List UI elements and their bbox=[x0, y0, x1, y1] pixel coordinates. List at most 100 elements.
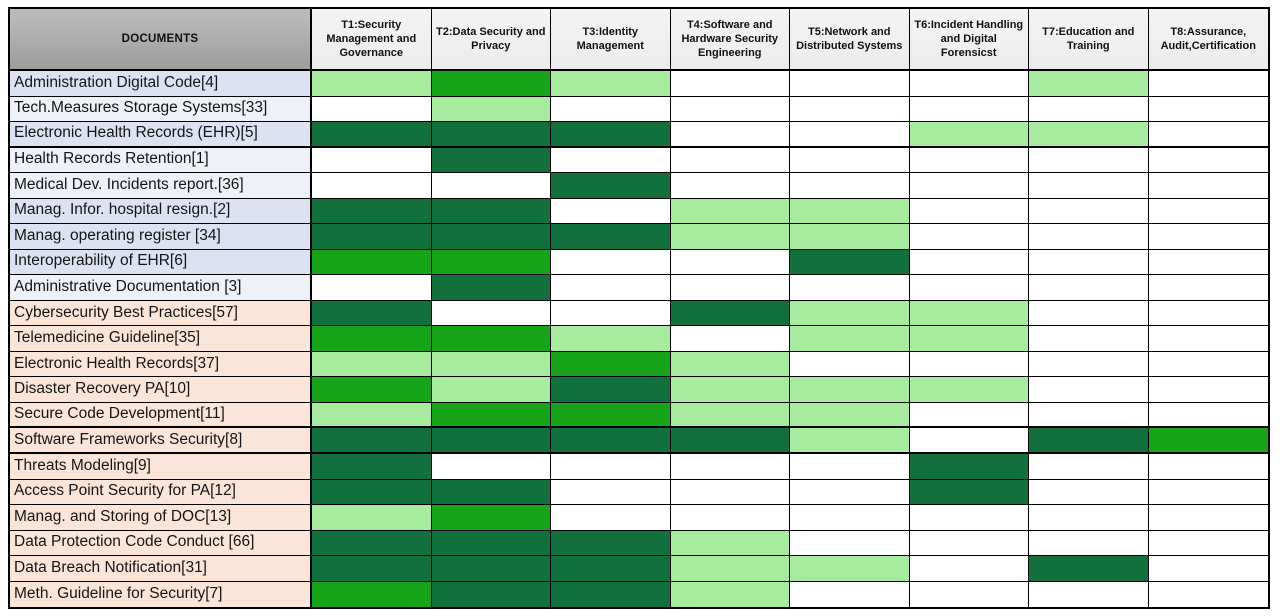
matrix-cell bbox=[312, 224, 432, 250]
matrix-cell bbox=[670, 453, 790, 480]
matrix-cell bbox=[790, 377, 910, 403]
matrix-cell bbox=[1029, 556, 1149, 582]
matrix-cell bbox=[312, 479, 432, 506]
matrix-cell bbox=[1029, 402, 1149, 429]
matrix-cell bbox=[909, 173, 1029, 199]
matrix-cell bbox=[312, 275, 432, 301]
row-label: Data Breach Notification[31] bbox=[10, 556, 312, 582]
matrix-cell bbox=[312, 173, 432, 199]
matrix-cell bbox=[1148, 479, 1268, 506]
document-topic-matrix: DOCUMENTS T1:Security Management and Gov… bbox=[8, 7, 1270, 609]
matrix-cell bbox=[1029, 147, 1149, 174]
table-row: Electronic Health Records (EHR)[5] bbox=[10, 122, 1268, 148]
matrix-cell bbox=[1148, 428, 1268, 454]
matrix-cell bbox=[551, 505, 671, 531]
matrix-cell bbox=[909, 351, 1029, 378]
topic-header-t3: T3:Identity Management bbox=[551, 9, 671, 69]
row-label: Manag. and Storing of DOC[13] bbox=[10, 505, 312, 531]
matrix-cell bbox=[312, 505, 432, 531]
matrix-cell bbox=[670, 122, 790, 148]
matrix-cell bbox=[431, 96, 551, 123]
matrix-cell bbox=[312, 453, 432, 480]
matrix-cell bbox=[312, 198, 432, 225]
matrix-cell bbox=[790, 71, 910, 97]
table-row: Tech.Measures Storage Systems[33] bbox=[10, 96, 1268, 123]
matrix-cell bbox=[551, 402, 671, 429]
topic-header-t4: T4:Software and Hardware Security Engine… bbox=[670, 9, 790, 69]
table-row: Threats Modeling[9] bbox=[10, 453, 1268, 480]
matrix-cell bbox=[431, 71, 551, 97]
row-label: Administration Digital Code[4] bbox=[10, 71, 312, 97]
matrix-cell bbox=[431, 351, 551, 378]
table-row: Administration Digital Code[4] bbox=[10, 71, 1268, 97]
matrix-cell bbox=[1148, 351, 1268, 378]
matrix-cell bbox=[909, 122, 1029, 148]
matrix-cell bbox=[312, 402, 432, 429]
matrix-cell bbox=[1029, 173, 1149, 199]
matrix-cell bbox=[551, 453, 671, 480]
row-label: Secure Code Development[11] bbox=[10, 402, 312, 429]
matrix-cell bbox=[1148, 402, 1268, 429]
row-label: Electronic Health Records (EHR)[5] bbox=[10, 122, 312, 148]
matrix-cell bbox=[1148, 300, 1268, 327]
matrix-cell bbox=[670, 96, 790, 123]
row-label: Tech.Measures Storage Systems[33] bbox=[10, 96, 312, 123]
row-label: Manag. Infor. hospital resign.[2] bbox=[10, 198, 312, 225]
matrix-cell bbox=[909, 377, 1029, 403]
matrix-cell bbox=[670, 479, 790, 506]
matrix-cell bbox=[1029, 581, 1149, 608]
matrix-cell bbox=[1029, 122, 1149, 148]
row-label: Data Protection Code Conduct [66] bbox=[10, 530, 312, 557]
table-row: Data Breach Notification[31] bbox=[10, 556, 1268, 582]
matrix-cell bbox=[790, 224, 910, 250]
matrix-cell bbox=[1029, 249, 1149, 276]
matrix-cell bbox=[431, 453, 551, 480]
matrix-cell bbox=[431, 377, 551, 403]
row-label: Administrative Documentation [3] bbox=[10, 275, 312, 301]
matrix-cell bbox=[670, 173, 790, 199]
matrix-cell bbox=[1148, 71, 1268, 97]
matrix-cell bbox=[1148, 530, 1268, 557]
matrix-cell bbox=[670, 377, 790, 403]
matrix-cell bbox=[431, 530, 551, 557]
matrix-cell bbox=[312, 556, 432, 582]
matrix-cell bbox=[1148, 198, 1268, 225]
matrix-cell bbox=[431, 326, 551, 352]
table-row: Electronic Health Records[37] bbox=[10, 351, 1268, 378]
matrix-cell bbox=[790, 275, 910, 301]
matrix-cell bbox=[790, 453, 910, 480]
matrix-cell bbox=[431, 581, 551, 608]
matrix-cell bbox=[312, 428, 432, 454]
matrix-cell bbox=[790, 198, 910, 225]
row-label: Threats Modeling[9] bbox=[10, 453, 312, 480]
matrix-cell bbox=[790, 556, 910, 582]
matrix-cell bbox=[1148, 122, 1268, 148]
matrix-cell bbox=[312, 147, 432, 174]
matrix-cell bbox=[909, 530, 1029, 557]
matrix-cell bbox=[790, 147, 910, 174]
row-label: Interoperability of EHR[6] bbox=[10, 249, 312, 276]
matrix-cell bbox=[1148, 249, 1268, 276]
topic-header-t2: T2:Data Security and Privacy bbox=[431, 9, 551, 69]
matrix-cell bbox=[1148, 581, 1268, 608]
matrix-cell bbox=[551, 275, 671, 301]
matrix-cell bbox=[312, 300, 432, 327]
table-row: Cybersecurity Best Practices[57] bbox=[10, 300, 1268, 327]
matrix-cell bbox=[909, 428, 1029, 454]
matrix-cell bbox=[551, 224, 671, 250]
matrix-cell bbox=[551, 581, 671, 608]
matrix-cell bbox=[551, 173, 671, 199]
matrix-cell bbox=[670, 198, 790, 225]
table-row: Medical Dev. Incidents report.[36] bbox=[10, 173, 1268, 199]
matrix-cell bbox=[1148, 224, 1268, 250]
table-row: Telemedicine Guideline[35] bbox=[10, 326, 1268, 352]
matrix-cell bbox=[551, 351, 671, 378]
table-row: Administrative Documentation [3] bbox=[10, 275, 1268, 301]
matrix-cell bbox=[431, 556, 551, 582]
matrix-cell bbox=[670, 505, 790, 531]
matrix-cell bbox=[670, 530, 790, 557]
matrix-cell bbox=[909, 453, 1029, 480]
matrix-cell bbox=[670, 71, 790, 97]
matrix-cell bbox=[551, 326, 671, 352]
matrix-cell bbox=[670, 556, 790, 582]
